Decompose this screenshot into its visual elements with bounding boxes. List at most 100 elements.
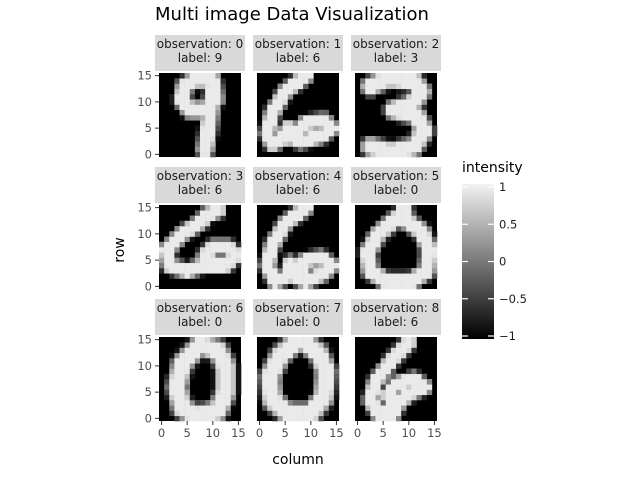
heatmap-cell [431,273,438,279]
heatmap-cell [179,415,185,422]
heatmap-cell [401,400,407,406]
heatmap-cell [169,352,175,359]
heatmap-cell [210,236,216,243]
heatmap-cell [298,337,304,343]
heatmap-cell [406,379,412,385]
heatmap-cell [303,136,309,142]
heatmap-cell [370,136,376,142]
heatmap-cell [421,99,428,105]
heatmap-cell [365,278,371,285]
heatmap-cell [184,352,191,359]
heatmap-cell [385,78,392,84]
heatmap-cell [174,94,180,100]
heatmap-cell [262,394,268,401]
heatmap-cell [313,405,319,411]
heatmap-cell [411,104,417,111]
heatmap-cell [292,215,299,222]
heatmap-cell [194,151,201,158]
heatmap-cell [313,109,319,116]
heatmap-cell [277,278,283,285]
heatmap-cell [401,210,407,216]
heatmap-cell [401,146,407,153]
heatmap-cell [416,283,422,290]
heatmap-cell [411,83,417,90]
heatmap-cell [272,352,278,359]
heatmap-cell [169,394,175,401]
heatmap-cell [426,252,433,258]
heatmap-cell [210,389,216,396]
heatmap-cell [235,368,242,375]
heatmap-cell [426,247,433,253]
heatmap-cell [205,109,211,116]
heatmap-cell [375,220,381,227]
facet-digit-label: label: 0 [374,183,419,197]
heatmap-cell [205,83,211,90]
heatmap-cell [215,130,221,137]
heatmap-cell [200,226,206,232]
heatmap-cell [365,410,371,417]
heatmap-cell [406,88,412,95]
heatmap-cell [385,115,392,121]
heatmap-cell [159,252,165,258]
heatmap-cell [184,273,191,279]
heatmap-cell [313,257,319,264]
heatmap-cell [308,257,314,264]
heatmap-cell [298,136,304,142]
heatmap-cell [200,215,206,222]
heatmap-cell [375,78,381,84]
heatmap-cell [370,141,376,147]
heatmap-cell [323,373,330,380]
heatmap-cell [210,73,216,79]
heatmap-cell [210,109,216,116]
heatmap-cell [200,400,206,406]
heatmap-cell [164,384,170,390]
heatmap-cell [235,257,242,264]
heatmap-cell [282,125,289,132]
heatmap-cell [328,368,335,375]
heatmap-cell [401,205,407,211]
heatmap-cell [230,241,237,248]
y-tick-label: 15 [137,69,152,83]
heatmap-cell [220,410,226,417]
heatmap-cell [390,415,397,422]
heatmap-cell [292,268,299,274]
heatmap-cell [390,226,397,232]
heatmap-cell [313,262,319,269]
facet-strip [351,35,441,71]
heatmap-cell [230,400,237,406]
heatmap-cell [220,394,226,401]
heatmap-cell [220,262,226,269]
heatmap-cell [210,363,216,369]
heatmap-cell [298,130,304,137]
heatmap-cell [401,99,407,105]
heatmap-cell [205,415,211,422]
heatmap-cell [323,257,330,264]
heatmap-cell [390,83,397,90]
heatmap-cell [370,83,376,90]
heatmap-cell [272,262,278,269]
heatmap-cell [380,104,387,111]
heatmap-cell [390,405,397,411]
heatmap-cell [215,342,221,348]
heatmap-cell [210,210,216,216]
heatmap-cell [277,109,283,116]
heatmap-cell [416,262,422,269]
heatmap-cell [262,136,268,142]
heatmap-cell [380,358,387,364]
heatmap-cell [360,262,366,269]
heatmap-cell [421,373,428,380]
heatmap-cell [277,125,283,132]
heatmap-cell [313,125,319,132]
heatmap-cell [277,358,283,364]
heatmap-cell [200,151,206,158]
heatmap-cell [313,342,319,348]
facet-strip [351,299,441,335]
heatmap-cell [380,88,387,95]
heatmap-cell [390,410,397,417]
heatmap-cell [277,247,283,253]
heatmap-cell [174,241,180,248]
heatmap-cell [225,394,232,401]
heatmap-cell [215,73,221,79]
heatmap-cell [287,73,294,79]
